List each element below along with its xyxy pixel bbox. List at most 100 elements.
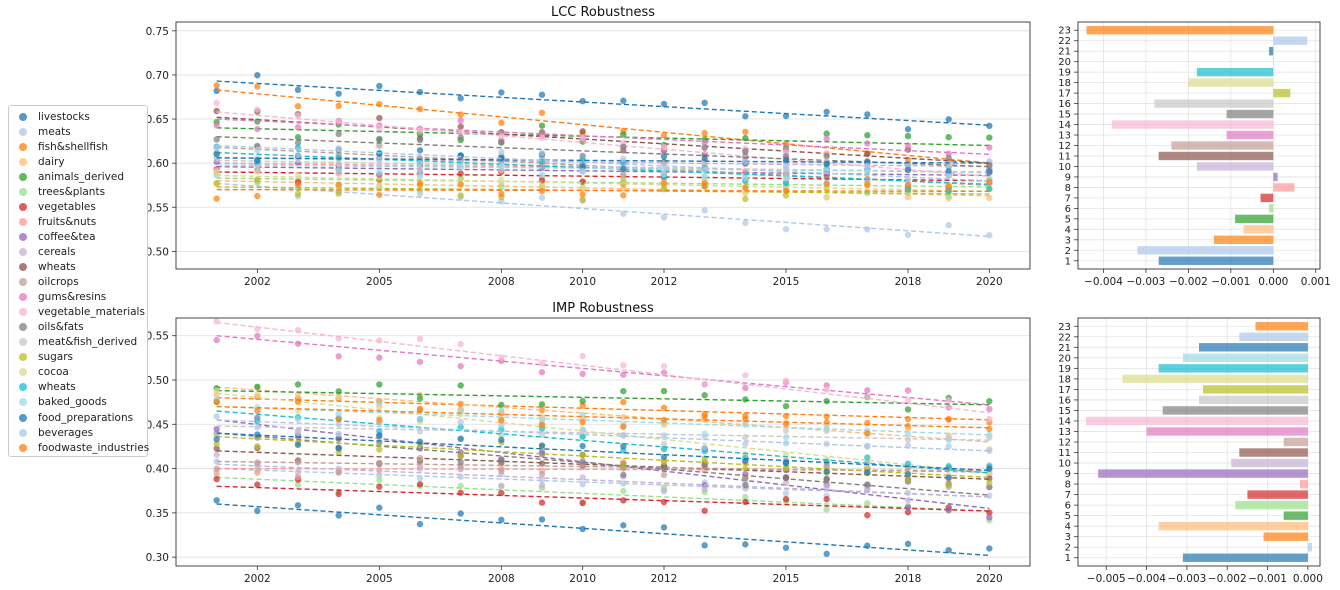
bar (1307, 543, 1312, 552)
data-point (294, 181, 302, 189)
data-point (701, 413, 708, 420)
data-point (986, 431, 993, 439)
data-point (823, 180, 830, 188)
legend-item: vegetables (15, 199, 96, 214)
data-point (620, 398, 627, 406)
data-point (620, 143, 627, 150)
legend-marker (19, 383, 27, 392)
data-point (660, 498, 668, 506)
data-point (823, 475, 830, 483)
data-point (823, 483, 830, 490)
bar (1182, 553, 1308, 562)
data-point (457, 382, 464, 389)
data-point (701, 392, 708, 399)
bar (1269, 47, 1274, 56)
data-point (457, 407, 464, 415)
data-point (498, 416, 505, 424)
x-tick-label: 2010 (569, 276, 596, 288)
data-point (538, 369, 546, 376)
data-point (986, 122, 993, 130)
bar (1213, 235, 1274, 244)
chart-title: LCC Robustness (551, 5, 655, 20)
data-point (620, 362, 627, 369)
data-point (579, 402, 586, 409)
legend-marker (19, 338, 27, 347)
data-point (782, 180, 790, 187)
data-point (457, 473, 464, 480)
y-tick-label: 1 (1065, 256, 1071, 267)
trend-line (216, 405, 990, 436)
data-point (945, 416, 952, 423)
data-point (904, 471, 912, 478)
trend-line (216, 182, 990, 238)
data-point (904, 436, 912, 444)
data-point (213, 458, 220, 465)
data-point (254, 125, 261, 133)
x-tick-label: −0.005 (1087, 573, 1126, 585)
x-tick-label: 2012 (651, 276, 678, 288)
legend-label: dairy (38, 155, 65, 168)
data-point (904, 193, 912, 201)
data-point (823, 153, 830, 160)
data-point (335, 145, 342, 152)
data-point (498, 436, 505, 444)
data-point (579, 418, 586, 426)
data-point (620, 131, 627, 138)
legend-marker (19, 398, 27, 407)
data-point (376, 354, 383, 361)
trend-line (216, 165, 990, 177)
series (213, 144, 993, 187)
data-point (782, 174, 790, 182)
data-point (742, 474, 749, 482)
data-point (701, 381, 708, 388)
data-point (742, 158, 749, 165)
bar-panel: −0.004 −0.003 −0.002 −0.001 0.000 0.001123456… (1058, 21, 1331, 288)
x-tick-label: 2008 (488, 573, 515, 585)
legend-label: livestocks (38, 110, 90, 123)
data-point (823, 130, 830, 137)
x-tick-label: −0.004 (1127, 573, 1166, 585)
data-point (864, 162, 871, 169)
y-tick-label: 2 (1065, 246, 1071, 257)
plot-frame (1077, 21, 1321, 270)
data-point (945, 397, 952, 404)
trend-line (216, 389, 990, 406)
legend-marker (19, 232, 27, 241)
data-point (579, 442, 586, 450)
legend-label: foodwaste_industries (38, 441, 150, 454)
legend: livestocks meats fish&shellfish dairy animal… (8, 105, 150, 457)
data-point (986, 465, 993, 473)
data-point (376, 142, 383, 149)
data-point (254, 332, 261, 340)
data-point (538, 471, 546, 478)
data-point (701, 485, 708, 493)
data-point (376, 156, 383, 164)
data-point (620, 443, 627, 450)
data-point (335, 167, 342, 174)
data-point (579, 525, 586, 533)
data-point (335, 512, 342, 519)
data-point (335, 394, 342, 401)
data-point (538, 122, 546, 129)
legend-marker (19, 278, 27, 287)
data-point (416, 465, 424, 472)
trend-line (216, 321, 990, 414)
y-tick-label: 22 (1058, 36, 1071, 47)
y-tick-label: 2 (1065, 543, 1071, 554)
data-point (620, 97, 627, 104)
y-tick-label: 1 (1065, 553, 1071, 564)
trend-line (216, 111, 990, 178)
legend-label: cereals (38, 245, 76, 258)
y-tick-label: 10 (1058, 459, 1071, 470)
trend-line (216, 450, 990, 480)
y-tick-label: 21 (1058, 343, 1071, 354)
data-point (579, 397, 586, 405)
data-point (294, 398, 302, 406)
legend-item: gums&resins (15, 290, 106, 305)
data-point (416, 147, 424, 154)
data-point (254, 507, 261, 515)
data-point (620, 487, 627, 495)
data-point (742, 128, 749, 135)
data-point (782, 544, 790, 551)
legend-item: fruits&nuts (15, 214, 96, 229)
